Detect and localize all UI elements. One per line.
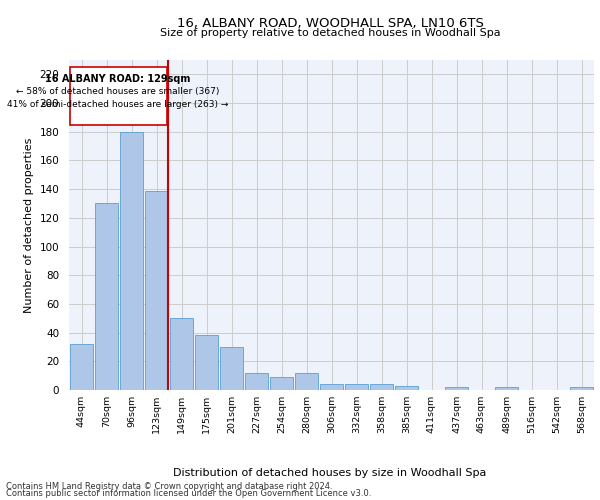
Bar [120, 132, 143, 390]
FancyBboxPatch shape [70, 67, 167, 124]
Text: 16 ALBANY ROAD: 129sqm: 16 ALBANY ROAD: 129sqm [46, 74, 191, 85]
Bar [195, 336, 218, 390]
Text: 16, ALBANY ROAD, WOODHALL SPA, LN10 6TS: 16, ALBANY ROAD, WOODHALL SPA, LN10 6TS [176, 18, 484, 30]
Bar [245, 373, 268, 390]
Text: ← 58% of detached houses are smaller (367): ← 58% of detached houses are smaller (36… [16, 88, 220, 96]
Text: Contains HM Land Registry data © Crown copyright and database right 2024.: Contains HM Land Registry data © Crown c… [6, 482, 332, 491]
Bar [495, 387, 518, 390]
Bar [370, 384, 393, 390]
Bar [220, 347, 243, 390]
Bar [445, 387, 468, 390]
Bar [95, 204, 118, 390]
Bar [395, 386, 418, 390]
Bar [70, 344, 93, 390]
Bar [145, 190, 168, 390]
Bar [295, 373, 318, 390]
Text: 41% of semi-detached houses are larger (263) →: 41% of semi-detached houses are larger (… [7, 100, 229, 109]
Bar [570, 387, 593, 390]
Bar [270, 377, 293, 390]
Text: Distribution of detached houses by size in Woodhall Spa: Distribution of detached houses by size … [173, 468, 487, 477]
Y-axis label: Number of detached properties: Number of detached properties [24, 138, 34, 312]
Bar [170, 318, 193, 390]
Text: Size of property relative to detached houses in Woodhall Spa: Size of property relative to detached ho… [160, 28, 500, 38]
Bar [345, 384, 368, 390]
Text: Contains public sector information licensed under the Open Government Licence v3: Contains public sector information licen… [6, 489, 371, 498]
Bar [320, 384, 343, 390]
